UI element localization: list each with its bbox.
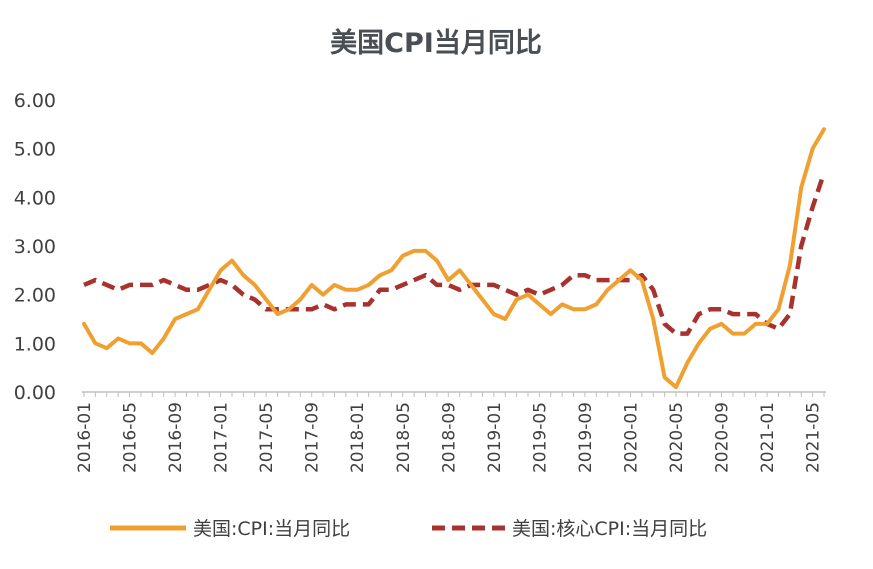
chart-title: 美国CPI当月同比 xyxy=(330,27,542,59)
y-tick-label: 5.00 xyxy=(14,139,56,161)
x-tick-label: 2018-01 xyxy=(348,402,368,473)
plot-lines xyxy=(82,127,827,390)
x-tick-label: 2021-05 xyxy=(804,402,824,473)
y-tick-label: 4.00 xyxy=(14,187,56,209)
x-tick-label: 2016-09 xyxy=(166,402,186,473)
y-tick-label: 2.00 xyxy=(14,285,56,307)
y-tick-label: 6.00 xyxy=(14,90,56,112)
series-line-cpi xyxy=(82,127,826,390)
x-tick-label: 2018-09 xyxy=(439,402,459,473)
x-tick-label: 2017-05 xyxy=(257,402,277,473)
legend-label-core-cpi: 美国:核心CPI:当月同比 xyxy=(512,518,707,540)
x-tick-label: 2020-05 xyxy=(667,402,687,473)
y-tick-label: 0.00 xyxy=(14,382,56,404)
legend-label-cpi: 美国:CPI:当月同比 xyxy=(193,518,350,540)
y-axis-ticks: 0.00 1.00 2.00 3.00 4.00 5.00 6.00 xyxy=(14,90,56,404)
y-tick-label: 3.00 xyxy=(14,236,56,258)
x-tick-label: 2017-09 xyxy=(303,402,323,473)
x-tick-label: 2021-01 xyxy=(758,402,778,473)
x-tick-label: 2016-05 xyxy=(121,402,141,473)
x-tick-label: 2019-05 xyxy=(530,402,550,473)
x-axis: 2016-01 2016-05 2016-09 2017-01 2017-05 2017-… xyxy=(75,391,826,473)
series-line-core-cpi xyxy=(83,172,827,336)
x-tick-label: 2016-01 xyxy=(75,402,95,473)
x-tick-label: 2019-01 xyxy=(485,402,505,473)
x-tick-label: 2019-09 xyxy=(576,402,596,473)
legend: 美国:CPI:当月同比 美国:核心CPI:当月同比 xyxy=(110,518,707,540)
x-tick-label: 2020-01 xyxy=(621,402,641,473)
y-tick-label: 1.00 xyxy=(14,333,56,355)
x-tick-label: 2020-09 xyxy=(713,402,733,473)
x-tick-label: 2017-01 xyxy=(212,402,232,473)
x-tick-label: 2018-05 xyxy=(394,402,414,473)
